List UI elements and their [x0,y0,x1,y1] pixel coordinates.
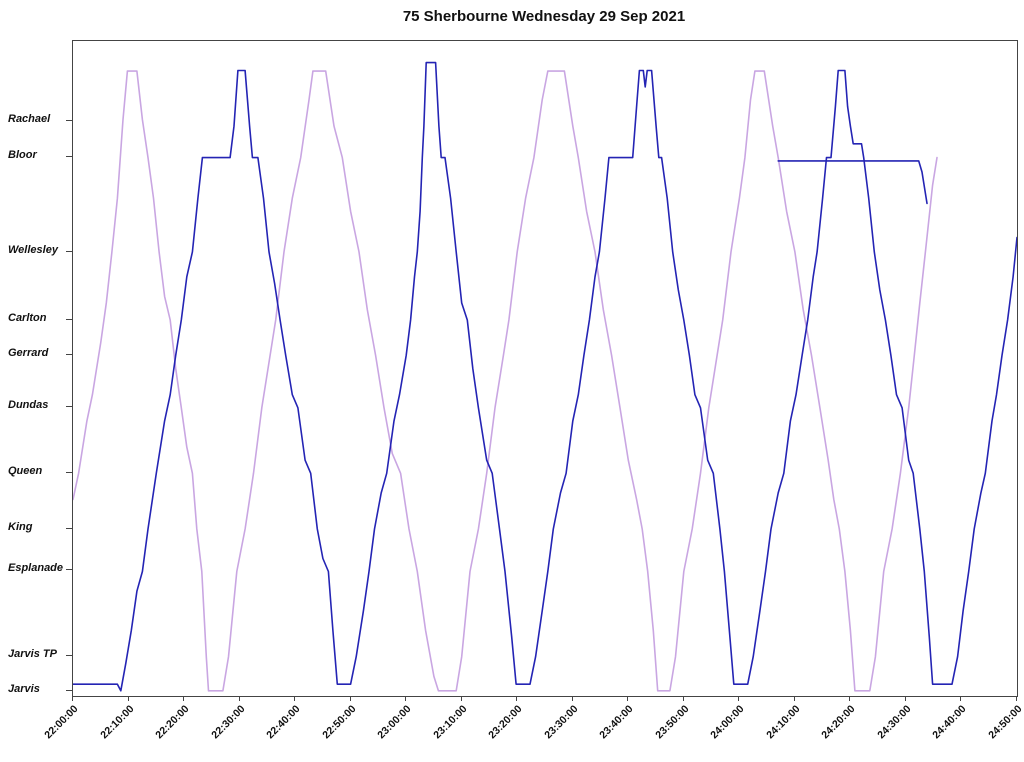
x-axis-tick [238,696,240,701]
x-axis-label-245000: 24:50:00 [986,703,1024,742]
x-axis-tick [1016,696,1017,701]
x-axis-tick [405,696,407,701]
chart-title: 75 Sherbourne Wednesday 29 Sep 2021 [402,8,686,25]
y-axis-tick [66,353,72,355]
x-axis-label-244000: 24:40:00 [930,703,969,742]
x-axis-label-221000: 22:10:00 [97,703,137,742]
x-axis-label-233000: 23:30:00 [542,703,581,742]
y-axis-tick [66,155,72,157]
vehicle-blue-line-0 [73,61,1017,692]
x-axis-label-241000: 24:10:00 [764,703,803,742]
y-axis-tick [66,527,72,529]
x-axis-label-220000: 22:00:00 [42,703,81,742]
plot-area [72,40,1018,697]
y-axis-label-jarvis-tp: Jarvis TP [8,648,57,661]
y-axis-label-carlton: Carlton [8,312,47,325]
y-axis-label-dundas: Dundas [8,399,49,412]
x-axis-tick [682,696,684,701]
x-axis-tick [571,696,573,701]
y-axis-label-gerrard: Gerrard [8,346,49,359]
x-axis-label-224000: 22:40:00 [264,703,303,742]
x-axis-label-225000: 22:50:00 [319,703,359,742]
y-axis-tick [66,689,72,691]
x-axis-label-223000: 22:30:00 [208,703,248,742]
x-axis-tick [183,696,185,701]
x-axis-label-231000: 23:10:00 [430,703,470,742]
x-axis-tick [294,696,296,701]
x-axis-tick [738,696,740,701]
y-axis-label-jarvis: Jarvis [8,682,40,695]
y-axis-label-queen: Queen [8,465,43,478]
x-axis-label-230000: 23:00:00 [375,703,414,742]
y-axis-tick [66,406,72,408]
y-axis-tick [66,250,72,252]
vehicle-lines-svg [73,61,1017,692]
y-axis-tick [66,569,72,571]
x-axis-label-240000: 24:00:00 [708,703,747,742]
x-axis-label-242000: 24:20:00 [819,703,858,742]
x-axis-tick [627,696,629,701]
y-axis-label-wellesley: Wellesley [8,243,58,256]
y-axis-tick [66,655,72,657]
y-axis-label-rachael: Rachael [8,112,51,125]
y-axis-tick [66,119,72,121]
vehicle-lavender-line-0 [73,70,938,692]
x-axis-tick [849,696,851,701]
x-axis-tick [904,696,906,701]
x-axis-tick [349,696,351,701]
x-axis-tick [127,696,129,701]
y-axis-tick [66,472,72,474]
x-axis-label-235000: 23:50:00 [653,703,692,742]
x-axis-tick [793,696,795,701]
y-axis-label-bloor: Bloor [8,148,37,161]
y-axis-tick [66,319,72,321]
y-axis-label-king: King [8,520,33,533]
x-axis-tick [516,696,518,701]
x-axis-label-234000: 23:40:00 [597,703,636,742]
x-axis-tick [72,696,73,701]
x-axis-label-232000: 23:20:00 [486,703,525,742]
x-axis-label-222000: 22:20:00 [153,703,192,742]
vehicle-blue-line-1 [777,160,928,205]
x-axis-label-243000: 24:30:00 [875,703,914,742]
y-axis-label-esplanade: Esplanade [8,562,64,575]
x-axis-tick [960,696,962,701]
x-axis-tick [460,696,462,701]
